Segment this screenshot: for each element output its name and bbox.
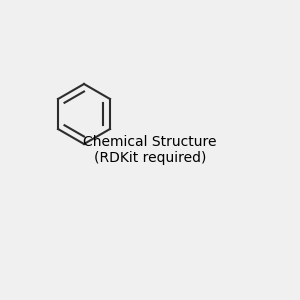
Text: Chemical Structure
(RDKit required): Chemical Structure (RDKit required)	[83, 135, 217, 165]
